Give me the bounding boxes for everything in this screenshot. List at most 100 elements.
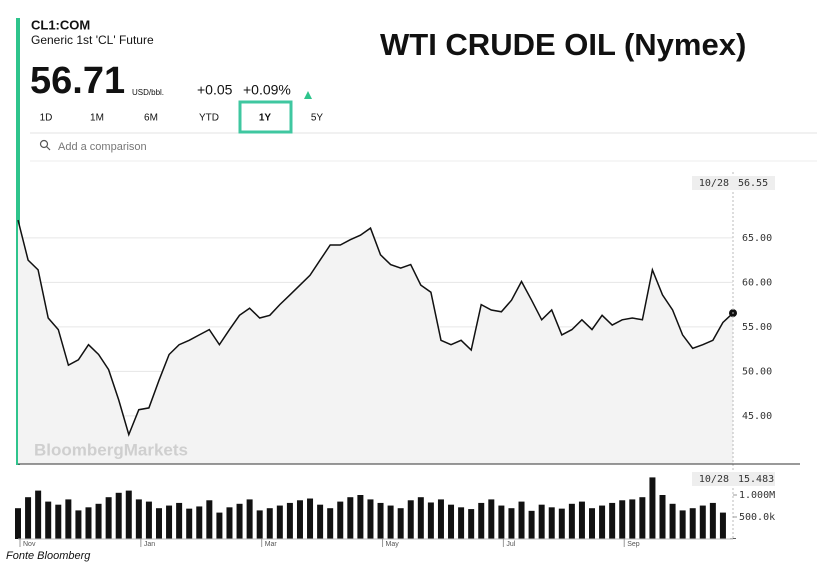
volume-bar bbox=[639, 497, 646, 539]
last-value: 15.483 bbox=[738, 474, 774, 485]
volume-bar bbox=[407, 500, 414, 539]
volume-bar bbox=[478, 502, 485, 539]
volume-bar bbox=[619, 500, 626, 539]
volume-bar bbox=[488, 499, 495, 539]
watermark: BloombergMarkets bbox=[34, 440, 188, 459]
y-tick-label: 45.00 bbox=[742, 411, 772, 422]
volume-bar bbox=[508, 508, 515, 539]
volume-bar bbox=[448, 504, 455, 539]
unit: USD/bbl. bbox=[132, 88, 164, 97]
volume-bar bbox=[337, 501, 344, 539]
search-icon bbox=[46, 146, 51, 151]
volume-bar bbox=[125, 490, 132, 539]
range-selector: 1D 1M 6M YTD 1Y 5Y bbox=[40, 100, 324, 134]
range-button[interactable]: 1Y bbox=[259, 113, 272, 124]
volume-bar bbox=[568, 503, 575, 539]
x-tick-label: Jan bbox=[144, 541, 155, 548]
volume-bar bbox=[327, 508, 334, 539]
volume-bar bbox=[498, 505, 505, 539]
volume-bar bbox=[55, 504, 62, 539]
volume-bar bbox=[35, 490, 42, 539]
volume-bar bbox=[629, 499, 636, 539]
volume-bar bbox=[186, 508, 193, 539]
volume-bar bbox=[75, 510, 82, 539]
volume-bar bbox=[256, 510, 263, 539]
y-tick-label: 1.000M bbox=[739, 490, 775, 501]
volume-bar bbox=[518, 501, 525, 539]
x-tick-label: Nov bbox=[23, 541, 36, 548]
up-arrow bbox=[304, 91, 312, 99]
volume-bar bbox=[679, 510, 686, 539]
x-tick-label: Sep bbox=[627, 541, 640, 548]
volume-bar bbox=[246, 499, 253, 539]
y-tick-label: 55.00 bbox=[742, 322, 772, 333]
volume-bar bbox=[609, 502, 616, 539]
x-tick-label: May bbox=[386, 541, 400, 548]
volume-bar bbox=[115, 492, 122, 539]
volume-bar bbox=[135, 499, 142, 539]
search-icon bbox=[39, 139, 49, 149]
volume-bar bbox=[699, 505, 706, 539]
y-tick-label: 50.00 bbox=[742, 366, 772, 377]
volume-bar bbox=[85, 507, 92, 539]
volume-bar bbox=[347, 497, 354, 539]
change: +0.05 bbox=[197, 82, 233, 98]
range-button[interactable]: 6M bbox=[144, 113, 158, 124]
volume-bar bbox=[538, 504, 545, 539]
range-button[interactable]: 1M bbox=[90, 113, 104, 124]
last-box bbox=[692, 472, 775, 486]
volume-bar bbox=[155, 508, 162, 539]
volume-bar bbox=[468, 509, 475, 539]
volume-bar bbox=[377, 502, 384, 539]
volume-bar bbox=[367, 499, 374, 539]
price-line bbox=[17, 219, 734, 437]
volume-bar bbox=[427, 502, 434, 539]
volume-bar bbox=[266, 508, 273, 539]
volume-bar bbox=[437, 499, 444, 539]
volume-bar bbox=[589, 508, 596, 539]
volume-bar bbox=[105, 497, 112, 539]
y-tick-label: 500.0k bbox=[739, 512, 775, 523]
volume-bar bbox=[226, 507, 233, 539]
volume-bar bbox=[276, 505, 283, 539]
volume-bar bbox=[599, 505, 606, 539]
last-box bbox=[692, 176, 775, 190]
y-tick-label: 65.00 bbox=[742, 233, 772, 244]
last-value: 56.55 bbox=[738, 178, 768, 189]
last-date: 10/28 bbox=[699, 178, 729, 189]
price: 56.71 bbox=[30, 60, 125, 102]
range-button[interactable]: YTD bbox=[199, 113, 219, 124]
volume-bar bbox=[317, 504, 324, 539]
range-button[interactable]: 5Y bbox=[311, 113, 324, 124]
x-tick-label: Jul bbox=[506, 541, 515, 548]
volume-bar bbox=[45, 501, 52, 539]
volume-bar bbox=[578, 501, 585, 539]
x-tick-label: Mar bbox=[265, 541, 278, 548]
y-tick-label: 60.00 bbox=[742, 277, 772, 288]
volume-bar bbox=[166, 505, 173, 539]
range-button[interactable]: 1D bbox=[40, 113, 53, 124]
search-placeholder[interactable]: Add a comparison bbox=[58, 141, 147, 153]
volume-bar bbox=[176, 502, 183, 539]
volume-bar bbox=[307, 498, 314, 539]
volume-bar bbox=[548, 507, 555, 539]
volume-bar bbox=[286, 502, 293, 539]
volume-bar bbox=[689, 508, 696, 539]
volume-bar bbox=[296, 500, 303, 539]
volume-bar bbox=[65, 499, 72, 539]
ticker: CL1:COM bbox=[31, 17, 90, 32]
volume-bar bbox=[719, 512, 726, 539]
volume-bar bbox=[95, 503, 102, 539]
volume-bar bbox=[458, 507, 465, 539]
volume-bar bbox=[196, 506, 203, 539]
volume-bar bbox=[357, 495, 364, 539]
volume-bar bbox=[659, 495, 666, 539]
volume-bar bbox=[669, 503, 676, 539]
search[interactable]: Add a comparison bbox=[32, 139, 186, 162]
volume-bar bbox=[206, 500, 213, 539]
source: Fonte Bloomberg bbox=[6, 550, 91, 562]
volume-bar bbox=[216, 512, 223, 539]
volume-bar bbox=[25, 497, 32, 539]
